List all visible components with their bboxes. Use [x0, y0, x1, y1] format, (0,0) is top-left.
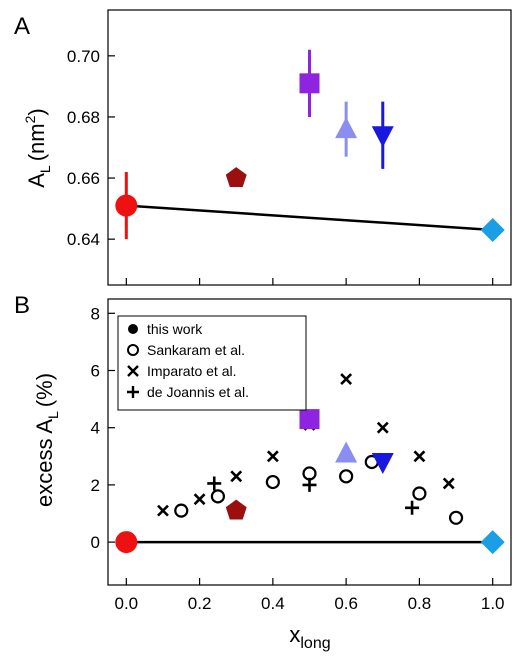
panel-b-letter: B — [14, 292, 30, 319]
panel-a: A 0.64 0.66 0.68 0.70 AL(nm2) — [14, 9, 512, 286]
panel-b-frame — [107, 298, 512, 586]
imparato-point — [442, 477, 455, 490]
panel-b-xtick-label: 0.6 — [334, 594, 358, 613]
imparato-point — [340, 373, 353, 385]
dejoannis-point — [405, 500, 420, 515]
this-work-point-circle — [115, 531, 138, 554]
panel-a-ytick-label: 0.66 — [67, 169, 100, 188]
legend-marker-filled-circle — [128, 324, 138, 334]
panel-a-point-triangle-down — [371, 126, 394, 148]
panel-b-ylabel: excess AL(%) — [32, 373, 61, 507]
legend: this work Sankaram et al. Imparato et al… — [117, 315, 307, 411]
imparato-point — [376, 421, 389, 434]
panel-a-ylabel: AL(nm2) — [22, 108, 53, 188]
panel-b-ytick-label: 8 — [91, 304, 100, 323]
panel-a-letter: A — [14, 13, 30, 40]
panel-a-point-triangle-up — [335, 117, 358, 139]
dejoannis-point — [302, 477, 317, 492]
sankaram-point — [448, 510, 464, 525]
panel-b-ytick-label: 2 — [91, 476, 100, 495]
panel-b-xlabel: xlong — [289, 622, 330, 652]
legend-marker-plus — [127, 386, 139, 398]
sankaram-point — [412, 486, 427, 501]
legend-label-this-work: this work — [147, 321, 203, 337]
panel-a-point-circle — [115, 194, 138, 217]
panel-b-ytick-label: 0 — [91, 533, 100, 552]
panel-a-fit-line — [126, 204, 493, 232]
panel-b-xtick-label: 0.0 — [114, 594, 138, 613]
legend-label-dejoannis: de Joannis et al. — [147, 384, 249, 400]
panel-a-ytick-label: 0.70 — [67, 47, 100, 66]
sankaram-point — [265, 474, 280, 490]
imparato-point — [266, 450, 279, 463]
panel-a-ytick-label: 0.68 — [67, 108, 100, 127]
this-work-point-diamond — [480, 530, 505, 555]
dejoannis-point — [207, 476, 222, 491]
panel-a-point-diamond — [480, 218, 505, 242]
imparato-point — [413, 450, 426, 463]
panel-b-xtick-label: 0.8 — [408, 594, 432, 613]
panel-a-ytick-label: 0.64 — [67, 230, 100, 249]
sankaram-point — [174, 503, 189, 518]
imparato-point — [157, 504, 169, 517]
imparato-point — [193, 493, 206, 506]
this-work-point-triangle-down — [371, 453, 394, 475]
this-work-point-triangle-up — [335, 441, 358, 463]
panel-b: B 0 2 4 6 8 0.0 0.2 0.4 0.6 0.8 1.0 excess AL(%) x… — [14, 292, 512, 652]
panel-a-frame — [107, 9, 512, 286]
this-work-point-pentagon — [225, 499, 247, 520]
panel-b-ytick-label: 6 — [91, 362, 100, 381]
legend-label-imparato: Imparato et al. — [147, 363, 237, 379]
sankaram-point — [302, 466, 317, 481]
imparato-point — [230, 470, 243, 483]
panel-b-xtick-label: 0.2 — [188, 594, 212, 613]
legend-marker-x — [127, 365, 139, 377]
sankaram-point — [339, 469, 354, 484]
panel-a-point-pentagon — [225, 167, 247, 187]
sankaram-point — [210, 489, 226, 504]
legend-box — [117, 315, 307, 411]
this-work-point-square — [299, 409, 320, 430]
panel-b-ytick-label: 4 — [91, 419, 100, 438]
panel-b-xtick-label: 1.0 — [481, 594, 505, 613]
legend-marker-open-circle — [127, 344, 139, 356]
panel-b-xtick-label: 0.4 — [261, 594, 285, 613]
legend-label-sankaram: Sankaram et al. — [147, 342, 245, 358]
panel-a-point-square — [299, 73, 320, 94]
